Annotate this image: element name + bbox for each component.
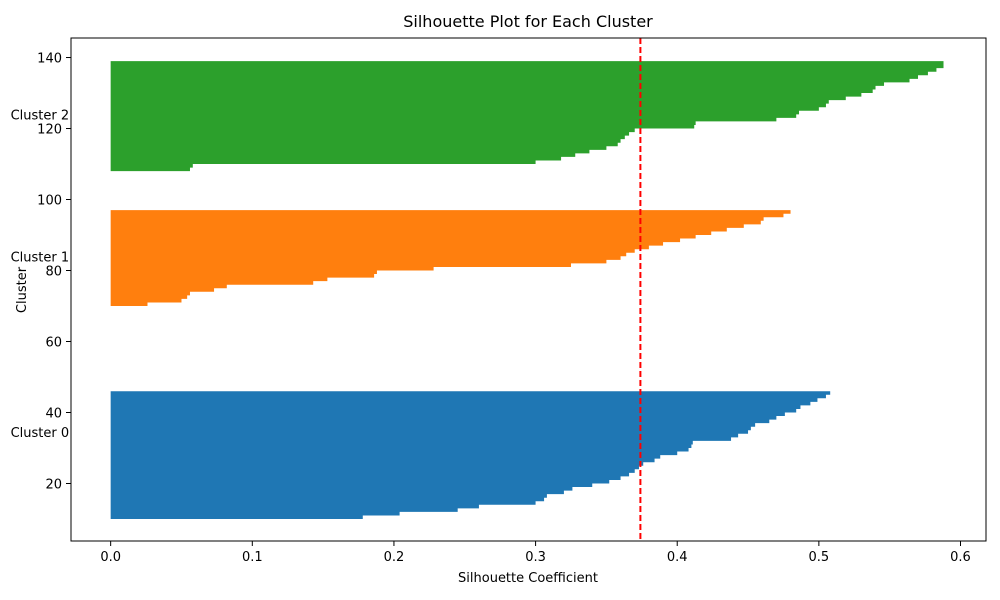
y-tick-label: 140 bbox=[37, 52, 62, 67]
x-tick-label: 0.4 bbox=[667, 550, 688, 565]
x-tick-label: 0.2 bbox=[384, 550, 405, 565]
x-tick-label: 0.1 bbox=[242, 550, 263, 565]
chart-title: Silhouette Plot for Each Cluster bbox=[403, 12, 653, 31]
y-axis-label: Cluster bbox=[15, 266, 30, 313]
y-tick-label: 20 bbox=[45, 477, 62, 492]
plot-area: Cluster 0 Cluster 1 Cluster 2 bbox=[11, 38, 944, 541]
plot-frame bbox=[70, 37, 987, 542]
axes: 0.0 0.1 0.2 0.3 0.4 0.5 0.6 20 40 60 80 100 120 140 bbox=[37, 37, 987, 565]
y-tick-label: 60 bbox=[45, 336, 62, 351]
cluster-label-0: Cluster 0 bbox=[11, 426, 70, 441]
x-tick-label: 0.5 bbox=[809, 550, 830, 565]
y-tick-label: 80 bbox=[45, 265, 62, 280]
cluster-label-2: Cluster 2 bbox=[11, 108, 70, 123]
silhouette-area-cluster-2 bbox=[110, 61, 944, 172]
silhouette-area-cluster-0 bbox=[110, 391, 831, 519]
y-tick-label: 100 bbox=[37, 194, 62, 209]
y-tick-label: 40 bbox=[45, 406, 62, 421]
cluster-label-1: Cluster 1 bbox=[11, 250, 70, 265]
x-axis-label: Silhouette Coefficient bbox=[458, 571, 598, 586]
silhouette-area-cluster-1 bbox=[110, 210, 791, 307]
x-tick-label: 0.0 bbox=[100, 550, 121, 565]
x-tick-label: 0.6 bbox=[950, 550, 971, 565]
y-tick-label: 120 bbox=[37, 123, 62, 138]
x-tick-label: 0.3 bbox=[525, 550, 546, 565]
